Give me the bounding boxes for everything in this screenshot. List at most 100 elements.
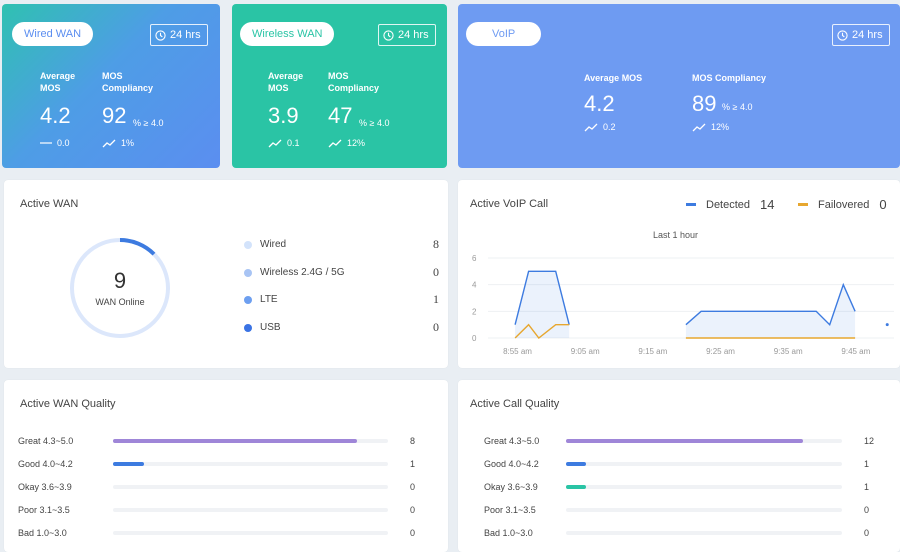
active-wan-quality-card: Active WAN Quality Great 4.3~5.0 8 Good 4.… bbox=[4, 380, 448, 552]
time-range-badge[interactable]: 24 hrs bbox=[832, 24, 890, 46]
quality-row: Good 4.0~4.2 1 bbox=[484, 457, 884, 471]
time-range-badge[interactable]: 24 hrs bbox=[378, 24, 436, 46]
average-mos-trend: 0.0 bbox=[40, 138, 70, 148]
trend-value: 0.2 bbox=[603, 122, 616, 132]
x-tick-label: 9:25 am bbox=[706, 347, 735, 356]
quality-row: Poor 3.1~3.5 0 bbox=[18, 503, 430, 517]
quality-bar-track bbox=[566, 508, 842, 512]
quality-bar-track bbox=[113, 508, 388, 512]
quality-bar-track bbox=[566, 462, 842, 466]
wan-type-label: LTE bbox=[260, 294, 278, 305]
x-tick-label: 9:05 am bbox=[571, 347, 600, 356]
wan-type-row-wireless[interactable]: Wireless 2.4G / 5G 0 bbox=[244, 265, 439, 280]
series-area bbox=[515, 271, 570, 338]
card-title: Active Call Quality bbox=[470, 398, 560, 410]
wan-online-gauge bbox=[70, 238, 170, 338]
quality-bar-fill bbox=[566, 485, 586, 489]
wan-type-count: 8 bbox=[433, 237, 439, 251]
legend-count: 14 bbox=[760, 197, 775, 212]
quality-label: Okay 3.6~3.9 bbox=[484, 482, 538, 492]
time-range-label: 24 hrs bbox=[398, 29, 429, 41]
legend-swatch bbox=[686, 203, 696, 206]
mos-compliancy-label: MOS Compliancy bbox=[102, 71, 154, 93]
active-voip-call-card: Active VoIP Call Detected 14 Failovered … bbox=[458, 180, 900, 368]
trend-value: 0.1 bbox=[287, 138, 300, 148]
card-title: Active VoIP Call bbox=[470, 198, 549, 210]
series-line-detected bbox=[685, 282, 856, 326]
y-tick-label: 6 bbox=[472, 254, 477, 263]
average-mos-label: Average MOS bbox=[40, 71, 76, 93]
wired-wan-pill[interactable]: Wired WAN bbox=[12, 22, 94, 46]
active-call-quality-card: Active Call Quality Great 4.3~5.0 12 Good … bbox=[458, 380, 900, 552]
card-title: Active WAN bbox=[20, 198, 79, 210]
active-wan-card: Active WAN 9 WAN Online Wired 8 Wireless… bbox=[4, 180, 448, 368]
quality-row: Poor 3.1~3.5 0 bbox=[484, 503, 884, 517]
average-mos-trend: 0.2 bbox=[584, 122, 616, 132]
chart-range-label: Last 1 hour bbox=[653, 230, 699, 240]
wireless-wan-pill[interactable]: Wireless WAN bbox=[240, 22, 335, 46]
quality-row: Okay 3.6~3.9 1 bbox=[484, 480, 884, 494]
average-mos-label: Average MOS bbox=[584, 73, 643, 83]
clock-icon bbox=[383, 29, 394, 41]
series-point bbox=[885, 323, 889, 327]
x-tick-label: 9:15 am bbox=[638, 347, 667, 356]
wireless-wan-card: Wireless WAN 24 hrs Average MOS 3.9 0.1 … bbox=[232, 4, 447, 168]
quality-bar-track bbox=[113, 485, 388, 489]
wan-type-row-usb[interactable]: USB 0 bbox=[244, 320, 439, 335]
legend-failovered[interactable]: Failovered 0 bbox=[798, 197, 887, 212]
series-line-failovered bbox=[514, 323, 570, 339]
wan-online-count: 9 bbox=[113, 268, 127, 293]
voip-pill[interactable]: VoIP bbox=[466, 22, 542, 46]
clock-icon bbox=[837, 29, 848, 41]
legend-detected[interactable]: Detected 14 bbox=[686, 197, 775, 212]
quality-label: Bad 1.0~3.0 bbox=[484, 528, 533, 538]
time-range-label: 24 hrs bbox=[170, 29, 201, 41]
wan-type-row-wired[interactable]: Wired 8 bbox=[244, 237, 439, 252]
quality-row: Bad 1.0~3.0 0 bbox=[18, 526, 430, 540]
quality-count: 0 bbox=[864, 528, 870, 538]
quality-bar-track bbox=[566, 531, 842, 535]
time-range-badge[interactable]: 24 hrs bbox=[150, 24, 208, 46]
wan-type-count: 0 bbox=[433, 265, 439, 279]
quality-row: Good 4.0~4.2 1 bbox=[18, 457, 430, 471]
quality-label: Poor 3.1~3.5 bbox=[18, 505, 70, 515]
y-tick-label: 2 bbox=[472, 307, 477, 316]
quality-label: Bad 1.0~3.0 bbox=[18, 528, 67, 538]
x-tick-label: 9:35 am bbox=[774, 347, 803, 356]
quality-row: Okay 3.6~3.9 0 bbox=[18, 480, 430, 494]
x-tick-label: 8:55 am bbox=[503, 347, 532, 356]
quality-bar-track bbox=[566, 439, 842, 443]
y-tick-label: 4 bbox=[472, 281, 477, 290]
quality-count: 8 bbox=[410, 436, 416, 446]
wan-online-label: WAN Online bbox=[95, 297, 145, 307]
trend-up-icon bbox=[328, 139, 342, 147]
mos-compliancy-label: MOS Compliancy bbox=[328, 71, 380, 93]
voip-call-chart: 0 2 4 6 8:55 am 9:05 am 9:15 am 9:25 am 9:35 am 9… bbox=[472, 254, 894, 356]
wan-type-row-lte[interactable]: LTE 1 bbox=[244, 292, 439, 307]
quality-bar-track bbox=[113, 462, 388, 466]
x-tick-label: 9:45 am bbox=[841, 347, 870, 356]
quality-label: Good 4.0~4.2 bbox=[484, 459, 539, 469]
trend-value: 12% bbox=[711, 122, 730, 132]
quality-label: Okay 3.6~3.9 bbox=[18, 482, 72, 492]
trend-value: 1% bbox=[121, 138, 135, 148]
wan-type-label: USB bbox=[260, 322, 281, 333]
quality-bar-track bbox=[113, 531, 388, 535]
legend-dot bbox=[244, 241, 252, 249]
quality-bar-track bbox=[113, 439, 388, 443]
trend-up-icon bbox=[692, 123, 706, 131]
clock-icon bbox=[155, 29, 166, 41]
quality-bar-fill bbox=[566, 462, 586, 466]
quality-count: 0 bbox=[410, 505, 416, 515]
wan-type-count: 0 bbox=[433, 320, 439, 334]
wired-wan-card: Wired WAN 24 hrs Average MOS 4.2 0.0 MOS… bbox=[2, 4, 220, 168]
quality-count: 0 bbox=[864, 505, 870, 515]
flat-line-icon bbox=[40, 142, 52, 144]
mos-compliancy-trend: 1% bbox=[102, 138, 134, 148]
legend-dot bbox=[244, 269, 252, 277]
legend-count: 0 bbox=[879, 197, 887, 212]
quality-label: Poor 3.1~3.5 bbox=[484, 505, 536, 515]
average-mos-value: 3.9 bbox=[268, 103, 299, 128]
legend-label: Detected bbox=[706, 198, 751, 211]
quality-bar-fill bbox=[566, 439, 803, 443]
